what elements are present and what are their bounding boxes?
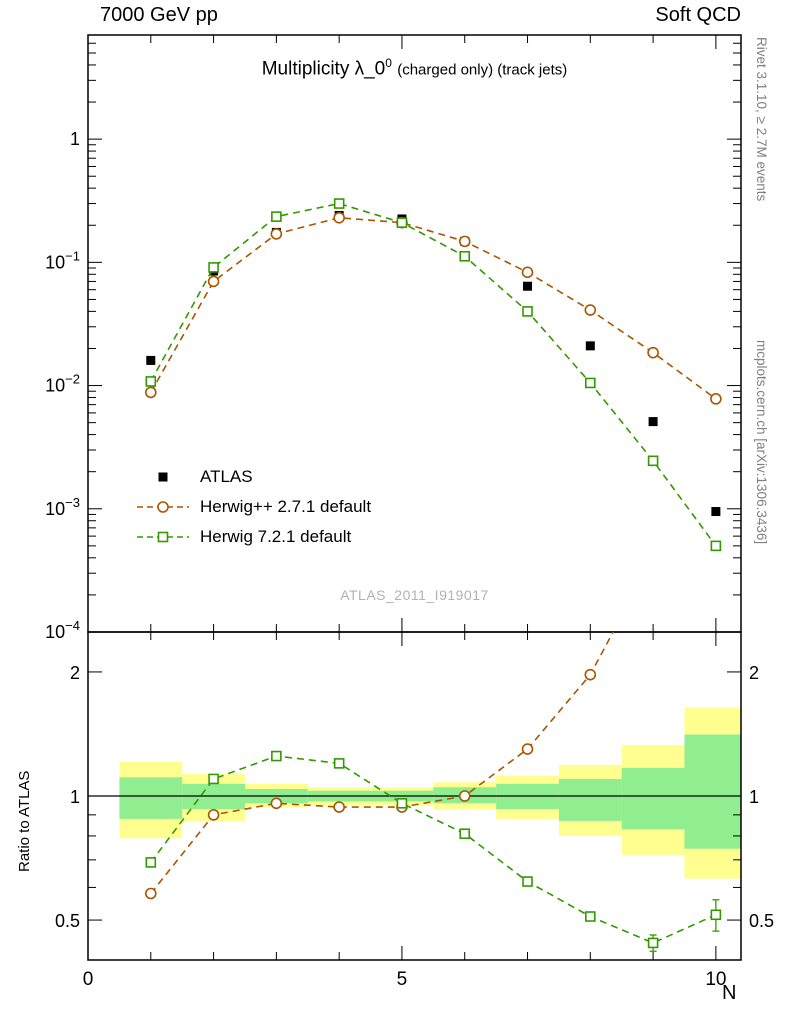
ratio-uncertainty-bands [119, 707, 741, 879]
ratio-y-tick-label-right: 1 [749, 787, 759, 807]
top-y-tick-label: 10−4 [45, 618, 80, 642]
x-tick-label: 10 [705, 969, 726, 990]
ratio-y-tick-label-right: 2 [749, 663, 759, 683]
atlas-marker-icon [158, 472, 168, 482]
x-axis-title: N [722, 982, 737, 1004]
ratio-y-tick-label-left: 0.5 [55, 911, 80, 931]
legend-label: ATLAS [200, 467, 253, 486]
analysis-id-watermark: ATLAS_2011_I919017 [340, 587, 489, 603]
herwig-7-2-1-default-marker-icon [137, 531, 189, 543]
top-y-tick-label: 10−3 [45, 495, 80, 519]
ratio-y-tick-label-left: 2 [70, 663, 80, 683]
legend: ATLAS Herwig++ 2.7.1 default Herwig 7.2.1 … [134, 462, 371, 552]
top-y-tick-label: 1 [70, 129, 80, 149]
plot-title: Multiplicity λ_00 (charged only) (track … [88, 56, 741, 80]
mcplots-arxiv-note: mcplots.cern.ch [arXiv:1306.3436] [754, 340, 769, 545]
top-series-herwig-7-2-1-default [145, 198, 722, 552]
top-series-herwig-2-7-1-default [144, 211, 722, 405]
ratio-y-tick-label-left: 1 [70, 787, 80, 807]
plot-title-suffix: (charged only) (track jets) [397, 61, 568, 79]
ratio-axis-title: Ratio to ATLAS [16, 770, 33, 872]
ratio-series-herwig-7-2-1-default [145, 750, 722, 952]
herwig-2-7-1-default-marker-icon [137, 501, 189, 513]
legend-label: Herwig++ 2.7.1 default [200, 497, 372, 516]
legend-item-herwig-7-2-1-default: Herwig 7.2.1 default [134, 522, 371, 552]
rivet-version-note: Rivet 3.1.10, ≥ 2.7M events [754, 37, 769, 202]
x-tick-label: 5 [397, 969, 408, 990]
plot-title-superscript: 0 [385, 56, 392, 70]
top-y-tick-label: 10−2 [45, 372, 80, 396]
process-group-label: Soft QCD [655, 4, 741, 26]
beam-energy-label: 7000 GeV pp [100, 4, 218, 26]
top-y-tick-label: 10−1 [45, 248, 80, 272]
ratio-y-tick-label-right: 0.5 [749, 911, 774, 931]
axis-ticks [87, 34, 741, 961]
legend-label: Herwig 7.2.1 default [200, 527, 352, 546]
legend-item-herwig-2-7-1-default: Herwig++ 2.7.1 default [134, 492, 371, 522]
plot-title-main: Multiplicity λ_0 [261, 58, 386, 80]
x-tick-label: 0 [83, 969, 94, 990]
legend-item-atlas: ATLAS [134, 462, 371, 492]
